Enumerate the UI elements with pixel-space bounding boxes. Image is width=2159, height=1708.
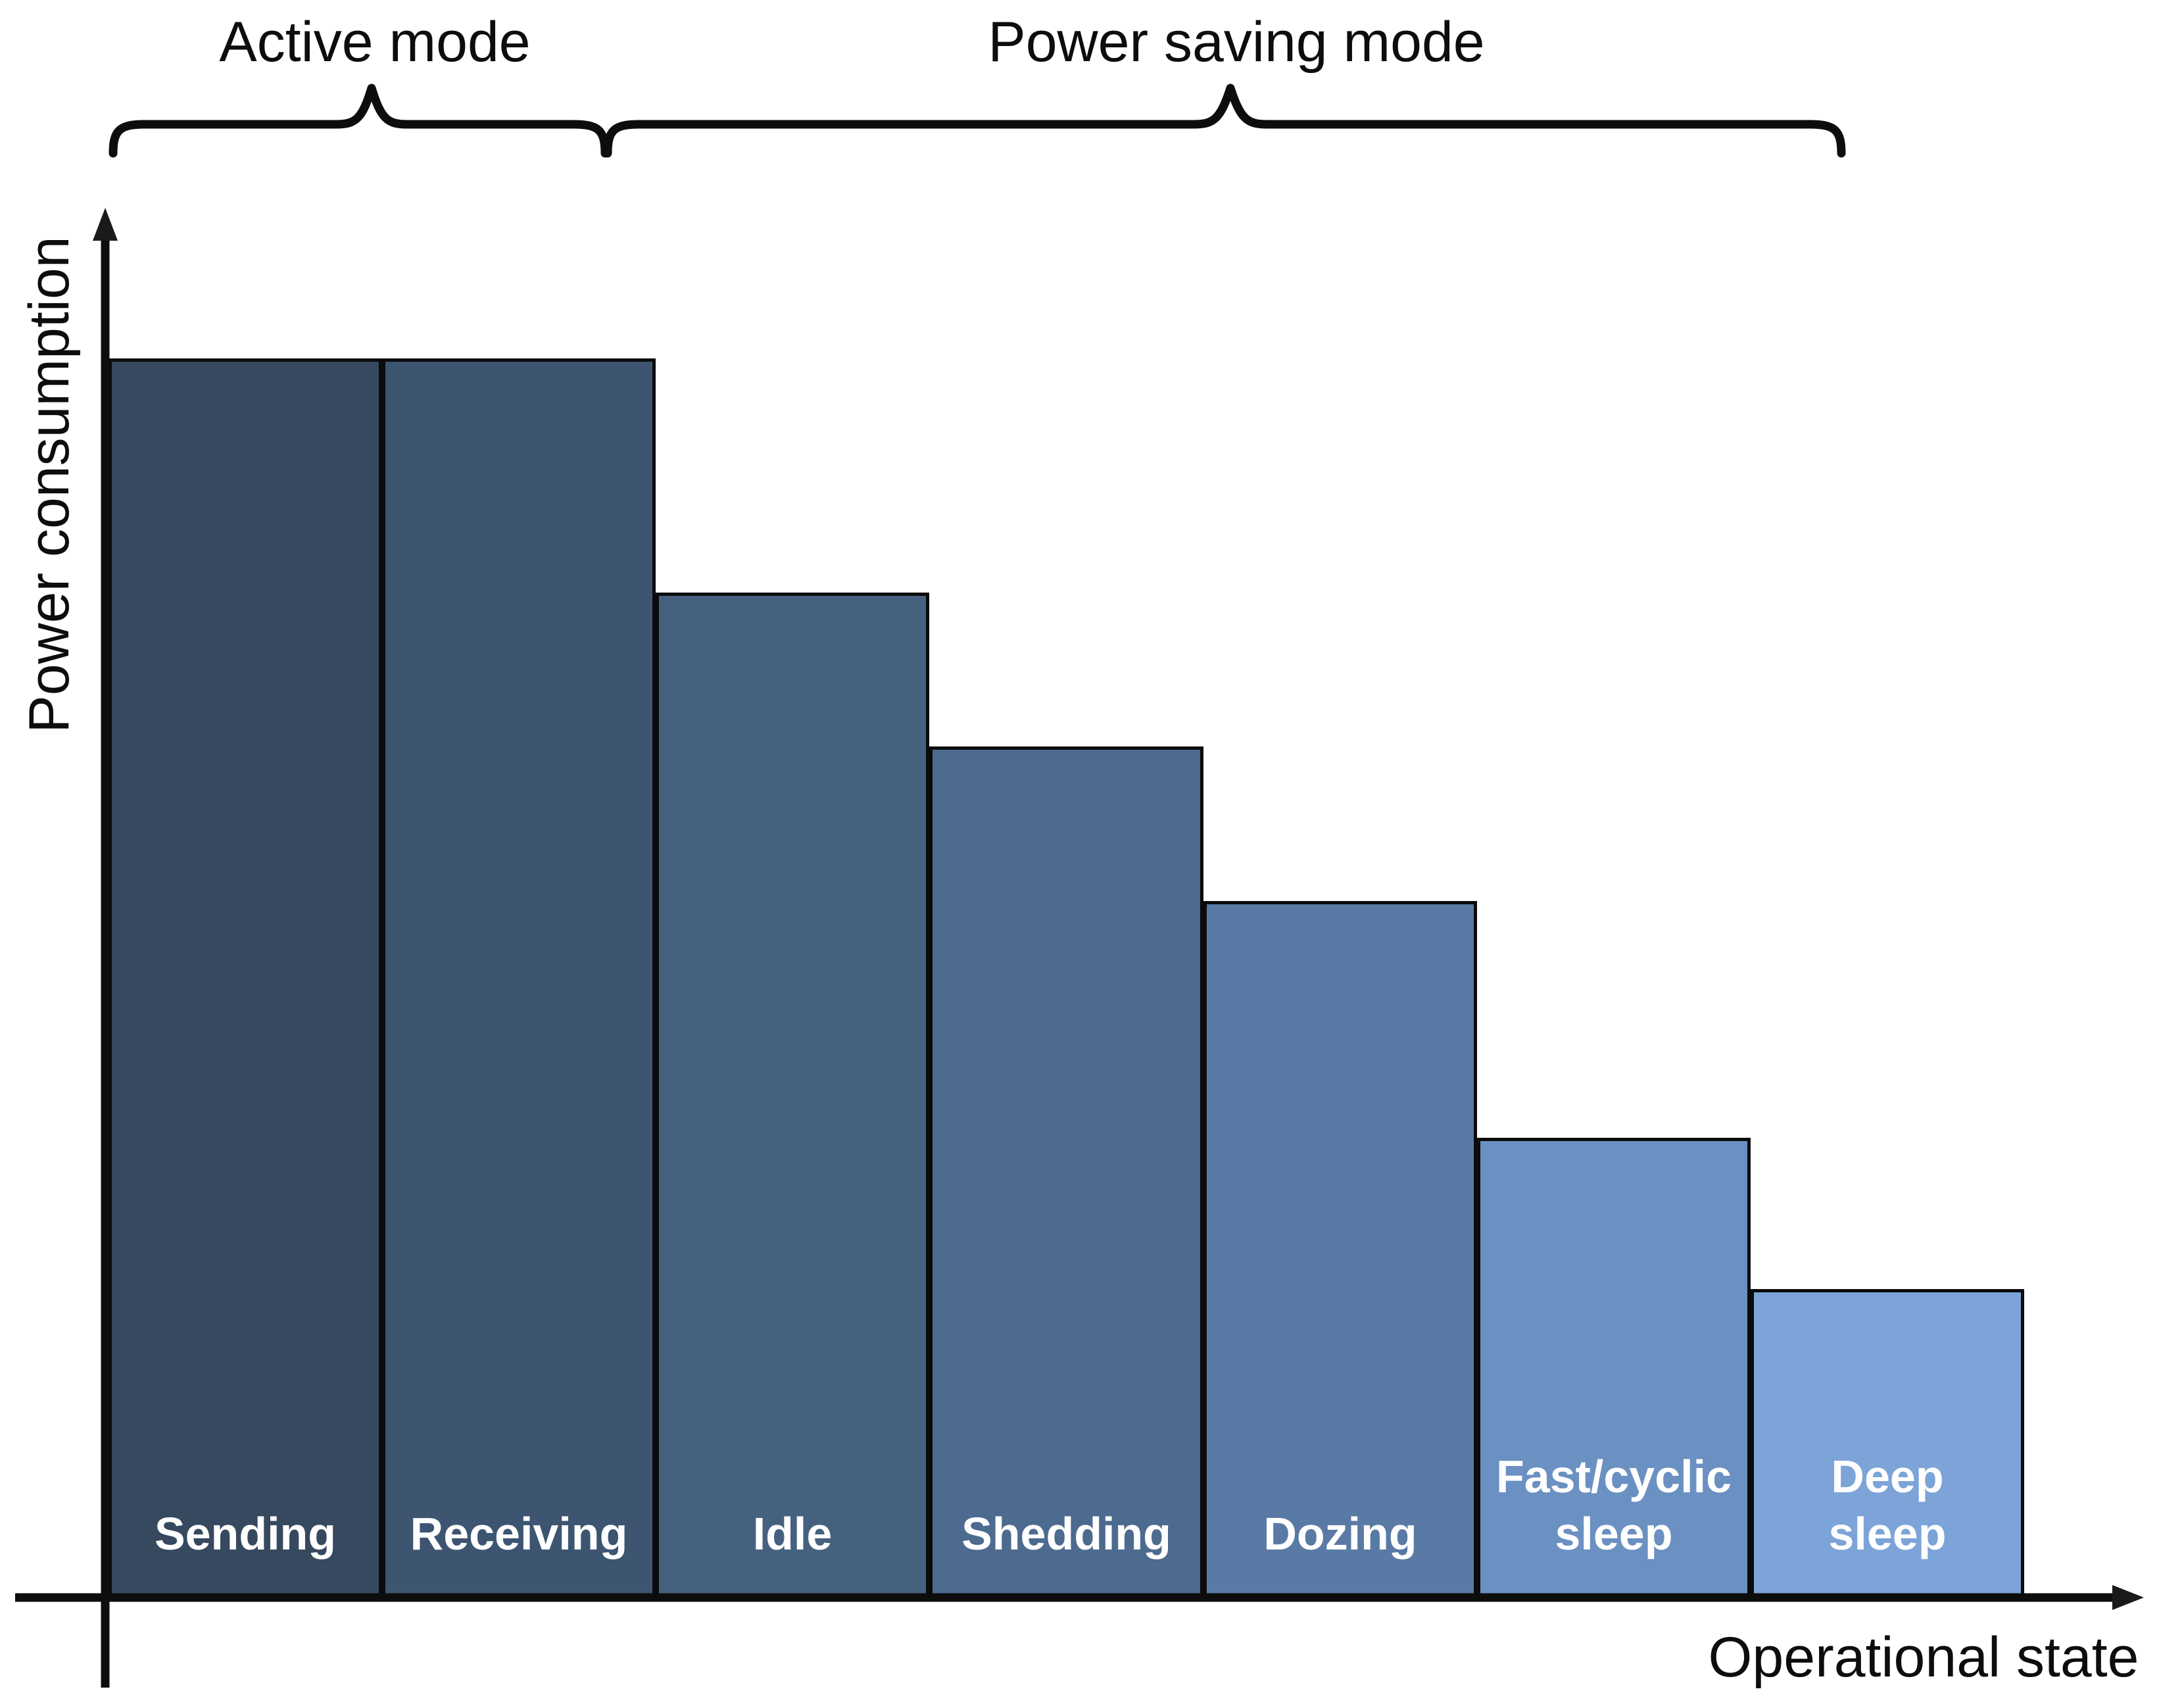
bar-label: Fast/cyclic sleep: [1496, 1451, 1732, 1559]
power-saving-mode-label: Power saving mode: [988, 11, 1485, 74]
active-mode-brace-icon: [109, 84, 610, 158]
power-saving-mode-brace-icon: [603, 84, 1846, 158]
y-axis-title: Power consumption: [18, 236, 81, 733]
bar-idle: Idle: [656, 593, 929, 1598]
x-axis-title: Operational state: [1708, 1626, 2139, 1689]
bar-sending: Sending: [109, 358, 382, 1598]
bar-label: Sending: [154, 1508, 337, 1559]
bar-label: Deep sleep: [1828, 1451, 1947, 1559]
bar-label: Shedding: [961, 1508, 1171, 1559]
bar-shedding: Shedding: [929, 746, 1203, 1598]
y-axis-arrow-icon: [93, 208, 118, 241]
bar-deep-sleep: Deep sleep: [1751, 1289, 2024, 1598]
bar-receiving: Receiving: [382, 358, 656, 1598]
bar-label: Dozing: [1263, 1508, 1417, 1559]
x-axis-arrow-icon: [2112, 1585, 2144, 1610]
bar-fast-cyclic-sleep: Fast/cyclic sleep: [1477, 1138, 1751, 1598]
bar-label: Idle: [752, 1508, 833, 1559]
bar-dozing: Dozing: [1203, 901, 1477, 1598]
active-mode-label: Active mode: [219, 11, 531, 74]
bar-label: Receiving: [410, 1508, 628, 1559]
